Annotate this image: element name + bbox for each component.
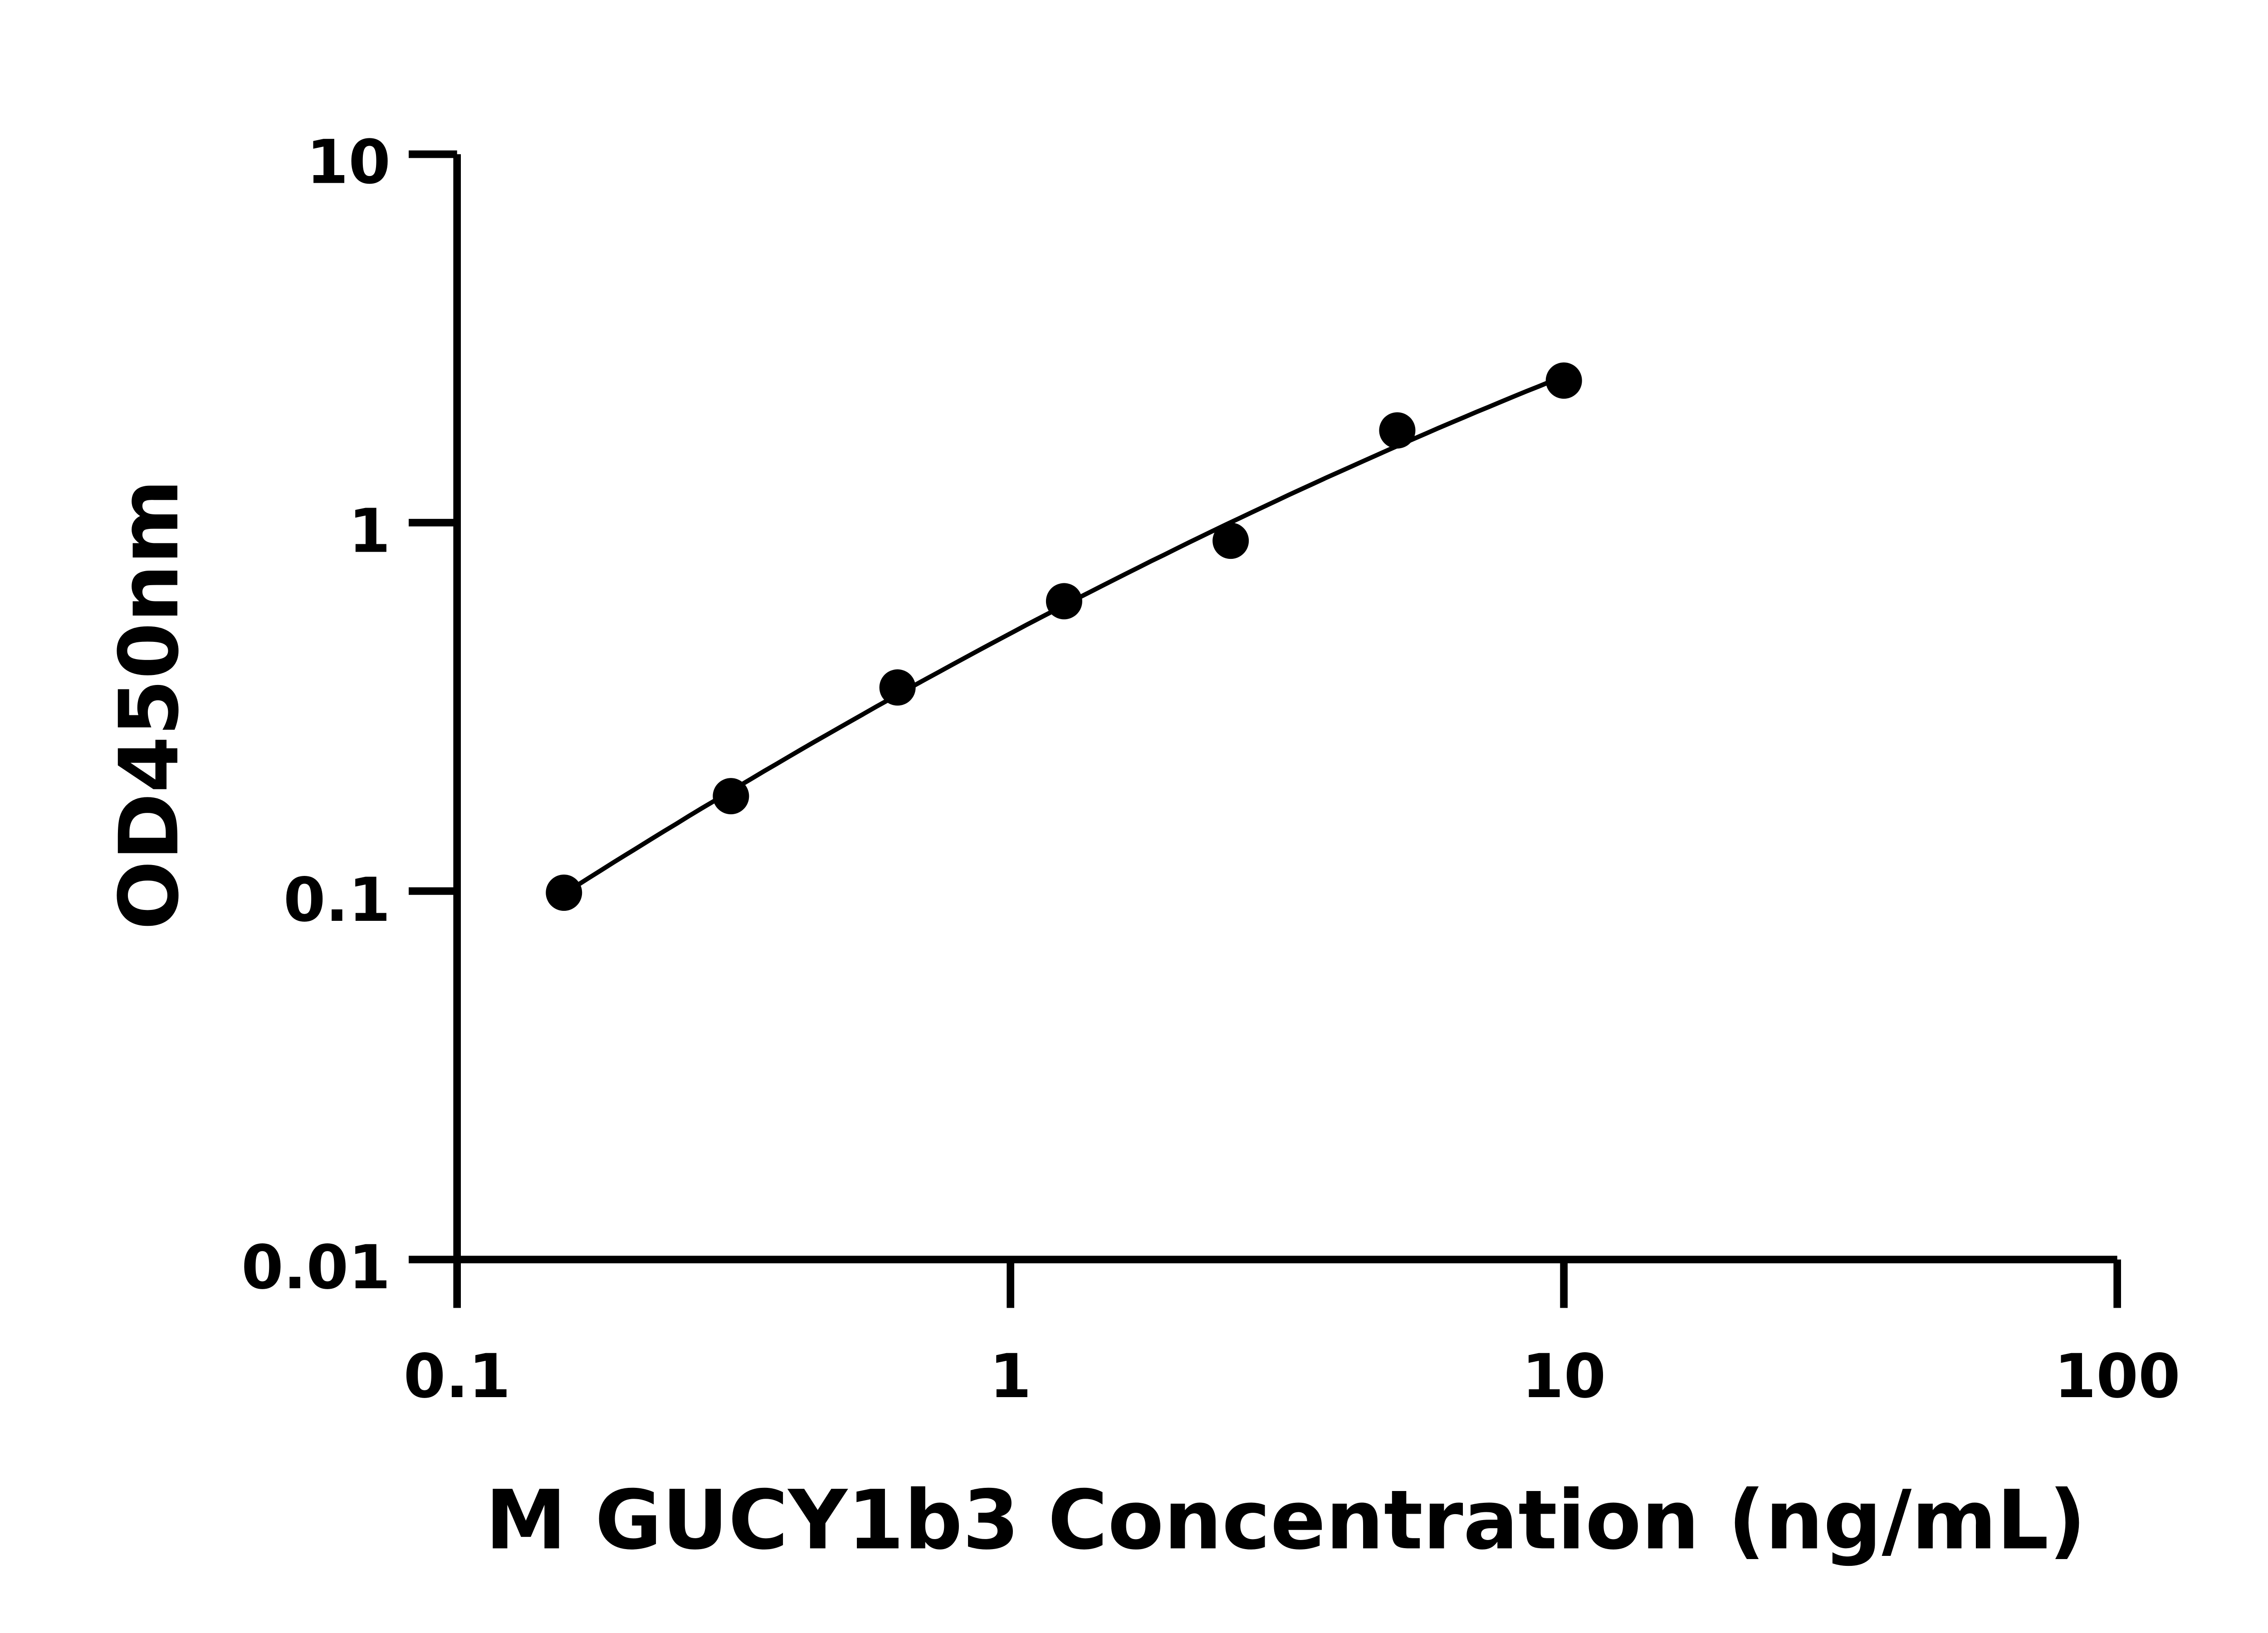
data-point — [1212, 523, 1249, 559]
tick-labels: 0.1 1 10 100 0.01 0.1 1 10 — [241, 127, 2180, 1412]
axes — [408, 150, 2121, 1308]
x-tick-label: 1 — [989, 1341, 1031, 1412]
x-axis-label: M GUCY1b3 Concentration (ng/mL) — [485, 1473, 2086, 1568]
x-tick-label: 100 — [2054, 1341, 2180, 1412]
data-point — [1379, 412, 1416, 449]
y-tick-label: 1 — [348, 496, 391, 567]
y-tick-label: 0.1 — [284, 865, 391, 935]
data-point — [713, 778, 749, 815]
data-point — [1545, 362, 1582, 399]
data-point — [879, 669, 916, 706]
y-tick-label: 10 — [306, 127, 391, 197]
plot-area — [546, 362, 1582, 911]
data-point — [1046, 583, 1082, 620]
data-point — [546, 874, 582, 911]
y-tick-label: 0.01 — [241, 1232, 391, 1303]
y-axis-label: OD450nm — [102, 479, 197, 930]
x-tick-label: 0.1 — [404, 1341, 511, 1412]
x-tick-label: 10 — [1522, 1341, 1606, 1412]
fit-curve — [562, 374, 1565, 896]
